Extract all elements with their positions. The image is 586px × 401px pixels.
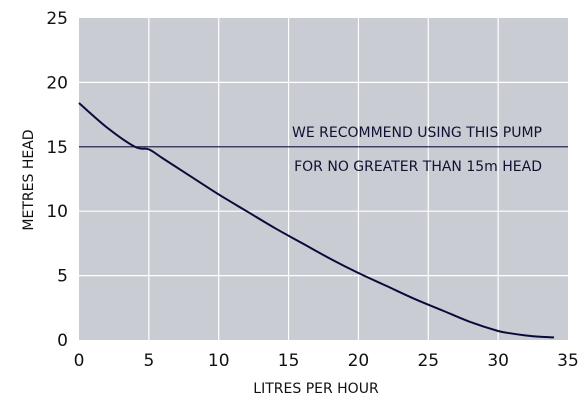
x-tick-label-0: 0: [74, 351, 85, 371]
x-tick-label-30: 30: [487, 351, 509, 371]
x-tick-label-35: 35: [557, 351, 579, 371]
y-tick-label-5: 5: [57, 267, 68, 287]
series-line-0: [78, 102, 555, 339]
x-tick-label-10: 10: [208, 351, 230, 371]
reference-line-group: WE RECOMMEND USING THIS PUMP FOR NO GREAT…: [79, 125, 568, 175]
annotation-line-2: FOR NO GREATER THAN 15m HEAD: [294, 159, 542, 175]
x-axis-label: LITRES PER HOUR: [253, 381, 379, 397]
x-tick-label-25: 25: [417, 351, 439, 371]
series-group: [78, 102, 555, 339]
y-axis-label: METRES HEAD: [21, 129, 37, 230]
y-tick-label-20: 20: [46, 73, 68, 93]
y-tick-label-10: 10: [46, 202, 68, 222]
x-tick-labels: 0 5 10 15 20 25 30 35: [74, 351, 579, 371]
x-tick-label-5: 5: [143, 351, 154, 371]
x-tick-label-15: 15: [278, 351, 300, 371]
plot-area: [79, 18, 568, 340]
y-tick-label-25: 25: [46, 9, 68, 29]
y-tick-labels: 0 5 10 15 20 25: [46, 9, 68, 351]
y-tick-label-0: 0: [57, 331, 68, 351]
x-tick-label-20: 20: [348, 351, 370, 371]
annotation-line-1: WE RECOMMEND USING THIS PUMP: [292, 125, 542, 141]
y-tick-label-15: 15: [46, 138, 68, 158]
